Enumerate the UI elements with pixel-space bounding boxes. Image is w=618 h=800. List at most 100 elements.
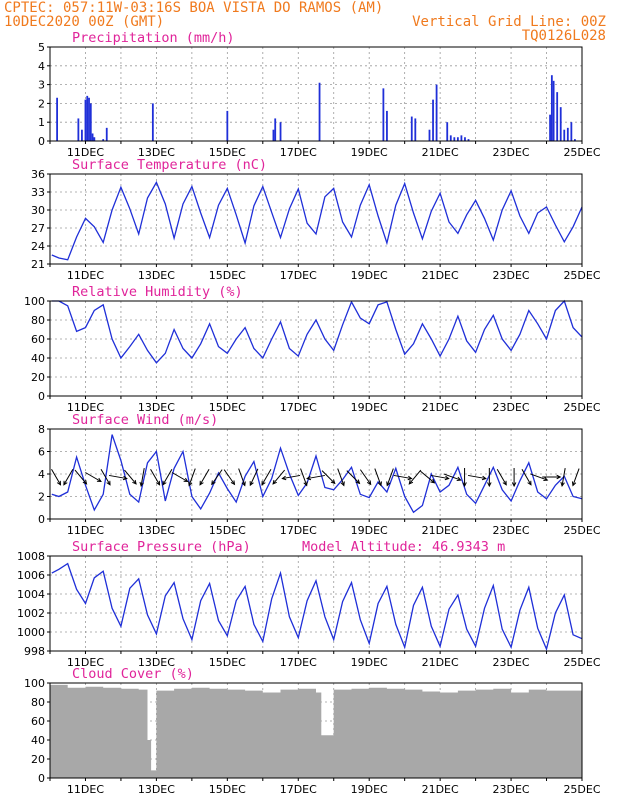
precipitation-x-tick-label: 21DEC	[422, 146, 459, 159]
wind-arrow	[85, 472, 102, 483]
precip-bar	[435, 84, 438, 141]
humidity-x-tick-label: 13DEC	[138, 401, 175, 414]
pressure-x-tick-label: 25DEC	[563, 656, 600, 669]
pressure-y-tick-label: 1006	[17, 569, 45, 582]
wind-arrow	[249, 468, 259, 487]
precip-bar	[86, 95, 89, 141]
wind-arrow	[162, 468, 173, 486]
pressure-x-tick-label: 19DEC	[351, 656, 388, 669]
temperature-x-tick-label: 23DEC	[493, 269, 530, 282]
precip-bar	[464, 137, 466, 141]
precipitation-y-tick-label: 3	[38, 79, 45, 92]
precipitation-x-tick-label: 15DEC	[209, 146, 246, 159]
precip-bar	[318, 82, 321, 141]
precip-bar	[56, 97, 58, 141]
wind-arrow	[408, 469, 422, 485]
temperature-y-tick-label: 24	[31, 240, 45, 253]
precip-bar	[93, 137, 96, 141]
precipitation-y-tick-label: 5	[38, 41, 45, 54]
pressure-x-tick-label: 23DEC	[493, 656, 530, 669]
precip-bar	[84, 99, 87, 141]
temperature-title: Surface Temperature (nC)	[72, 157, 267, 173]
wind-arrow	[496, 468, 507, 486]
precip-bar	[467, 139, 470, 141]
pressure-x-tick-label: 15DEC	[209, 656, 246, 669]
precip-bar	[566, 127, 569, 141]
humidity-series-line	[51, 299, 583, 364]
cloud-cover-x-tick-label: 23DEC	[493, 783, 530, 796]
wind-y-tick-label: 0	[38, 513, 45, 526]
temperature-x-tick-label: 13DEC	[138, 269, 175, 282]
wind-arrow	[337, 468, 345, 487]
precip-bar	[460, 135, 463, 141]
humidity-x-tick-label: 15DEC	[209, 401, 246, 414]
humidity-y-tick-label: 100	[24, 295, 45, 308]
temperature-x-tick-label: 21DEC	[422, 269, 459, 282]
precip-bar	[559, 107, 562, 141]
precip-bar	[453, 137, 456, 141]
humidity-x-tick-label: 21DEC	[422, 401, 459, 414]
precipitation-y-tick-label: 0	[38, 135, 45, 148]
cloud-cover-x-tick-label: 19DEC	[351, 783, 388, 796]
pressure-frame	[49, 555, 583, 652]
wind-arrow	[63, 468, 74, 486]
precip-bar	[105, 127, 108, 141]
wind-x-tick-label: 23DEC	[493, 524, 530, 537]
pressure-y-tick-label: 1002	[17, 607, 45, 620]
wind-x-tick-label: 11DEC	[67, 524, 104, 537]
pressure-y-tick-label: 1004	[17, 588, 45, 601]
precip-bar	[563, 129, 566, 141]
temperature-y-tick-label: 33	[31, 186, 45, 199]
wind-arrow	[321, 470, 336, 485]
temperature-x-tick-label: 17DEC	[280, 269, 317, 282]
wind-arrow	[346, 470, 361, 485]
humidity-x-tick-label: 19DEC	[351, 401, 388, 414]
cloud-cover-y-tick-label: 60	[31, 715, 45, 728]
precip-bar	[556, 92, 559, 141]
wind-arrow	[199, 468, 210, 486]
wind-arrow	[386, 468, 394, 487]
wind-x-tick-label: 15DEC	[209, 524, 246, 537]
precip-bar	[151, 103, 154, 141]
precip-bar	[272, 129, 275, 141]
temperature-x-tick-label: 11DEC	[67, 269, 104, 282]
precip-bar	[410, 116, 413, 141]
wind-arrow	[51, 468, 62, 486]
precipitation-x-tick-label: 13DEC	[138, 146, 175, 159]
pressure-y-tick-label: 998	[24, 645, 45, 658]
wind-arrow	[223, 469, 236, 486]
wind-x-tick-label: 17DEC	[280, 524, 317, 537]
precip-bar	[446, 122, 449, 141]
wind-arrow	[306, 474, 325, 481]
precipitation-y-tick-label: 1	[38, 116, 45, 129]
temperature-frame	[49, 173, 583, 265]
wind-series-line	[51, 434, 583, 514]
humidity-y-tick-label: 60	[31, 333, 45, 346]
cloud-cover-y-tick-label: 0	[38, 772, 45, 785]
cloud-cover-y-tick-label: 100	[24, 677, 45, 690]
pressure-y-tick-label: 1008	[17, 550, 45, 563]
humidity-x-tick-label: 17DEC	[280, 401, 317, 414]
wind-arrow	[542, 474, 562, 480]
cloud-cover-x-tick-label: 21DEC	[422, 783, 459, 796]
wind-y-tick-label: 2	[38, 491, 45, 504]
wind-y-tick-label: 6	[38, 446, 45, 459]
humidity-frame	[49, 300, 583, 397]
humidity-x-tick-label: 11DEC	[67, 401, 104, 414]
wind-arrow	[300, 468, 308, 487]
cloud-cover-y-tick-label: 40	[31, 734, 45, 747]
cloud-cover-x-tick-label: 13DEC	[138, 783, 175, 796]
cloud-cover-frame	[49, 682, 583, 779]
wind-arrow	[261, 468, 272, 486]
wind-y-tick-label: 4	[38, 468, 45, 481]
wind-arrow	[150, 468, 161, 486]
pressure-x-tick-label: 11DEC	[67, 656, 104, 669]
pressure-y-tick-label: 1000	[17, 626, 45, 639]
wind-x-tick-label: 19DEC	[351, 524, 388, 537]
wind-arrow	[124, 469, 137, 485]
precipitation-frame	[49, 46, 583, 142]
wind-arrow	[560, 468, 566, 487]
wind-arrow	[571, 468, 580, 487]
wind-arrow	[100, 468, 111, 486]
precipitation-x-tick-label: 25DEC	[563, 146, 600, 159]
